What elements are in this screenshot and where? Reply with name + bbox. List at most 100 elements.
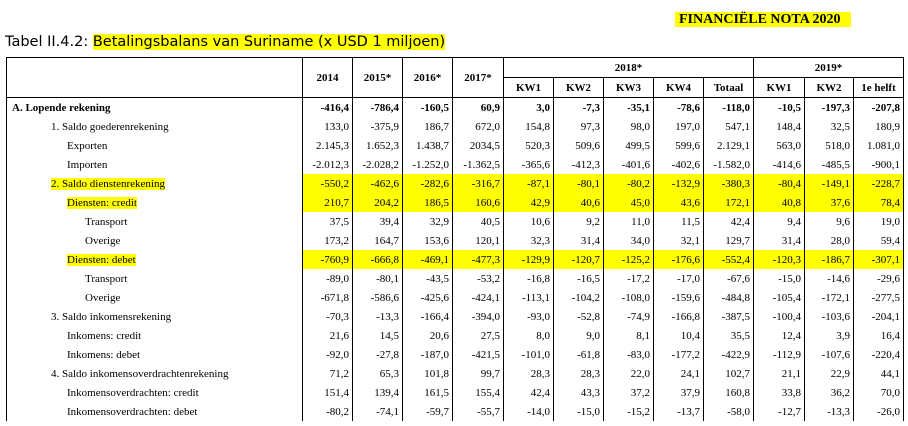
nota-title: FINANCIËLE NOTA 2020 (675, 12, 851, 27)
table-cell: -316,7 (452, 174, 504, 193)
row-label-text: 3. Saldo inkomensrekening (51, 310, 172, 323)
table-cell: 180,9 (853, 117, 904, 136)
table-cell: -1.362,5 (452, 155, 504, 174)
table-cell: -67,6 (703, 269, 754, 288)
table-cell: -207,8 (853, 97, 904, 117)
col-header-quarter: KW2 (553, 77, 604, 98)
table-cell: -104,2 (553, 288, 604, 307)
table-cell: 34,0 (603, 231, 654, 250)
col-header-quarter: KW4 (653, 77, 704, 98)
table-cell: 499,5 (603, 136, 654, 155)
table-cell: -61,8 (553, 345, 604, 364)
table-cell: 672,0 (452, 117, 504, 136)
table-cell: -277,5 (853, 288, 904, 307)
table-cell: 70,0 (853, 383, 904, 402)
table-cell: -552,4 (703, 250, 754, 269)
col-header-year: 2014 (302, 57, 353, 98)
table-cell: -13,3 (804, 402, 854, 421)
table-row: Inkomensoverdrachten: debet -80,2 -74,1 -59… (6, 402, 904, 421)
row-label: Diensten: credit (6, 193, 303, 212)
table-cell: 8,0 (503, 326, 554, 345)
table-cell: -1.582,0 (703, 155, 754, 174)
table-row: Inkomens: debet -92,0 -27,8 -187,0 -421,5 -10… (6, 345, 904, 364)
table-cell: 42,4 (703, 212, 754, 231)
table-cell: -7,3 (553, 97, 604, 117)
table-cell: 204,2 (352, 193, 403, 212)
table-cell: -2.028,2 (352, 155, 403, 174)
table-caption: Tabel II.4.2: Betalingsbalans van Surina… (5, 34, 446, 50)
row-label: Overige (6, 288, 303, 307)
table-cell: -166,8 (653, 307, 704, 326)
table-cell: -120,3 (753, 250, 805, 269)
table-cell: 43,3 (553, 383, 604, 402)
table-row: 1. Saldo goederenrekening 133,0 -375,9 186,… (6, 117, 904, 136)
table-cell: 9,0 (553, 326, 604, 345)
row-label: Inkomens: credit (6, 326, 303, 345)
row-label: 1. Saldo goederenrekening (6, 117, 303, 136)
row-label: Exporten (6, 136, 303, 155)
table-cell: 71,2 (302, 364, 353, 383)
table-cell: -80,2 (603, 174, 654, 193)
row-label: 3. Saldo inkomensrekening (6, 307, 303, 326)
table-cell: 45,0 (603, 193, 654, 212)
table-cell: -29,6 (853, 269, 904, 288)
row-label-text: Transport (85, 272, 128, 285)
table-cell: 148,4 (753, 117, 805, 136)
col-group-2019: 2019* (753, 57, 904, 78)
table-cell: -172,1 (804, 288, 854, 307)
table-cell: 59,4 (853, 231, 904, 250)
table-cell: -186,7 (804, 250, 854, 269)
table-cell: -129,9 (503, 250, 554, 269)
table-cell: -16,5 (553, 269, 604, 288)
table-cell: -112,9 (753, 345, 805, 364)
table-cell: -17,0 (653, 269, 704, 288)
table-cell: 10,6 (503, 212, 554, 231)
row-label: Inkomens: debet (6, 345, 303, 364)
table-cell: 40,8 (753, 193, 805, 212)
table-cell: -414,6 (753, 155, 805, 174)
table-cell: 172,1 (703, 193, 754, 212)
row-label-text: Overige (85, 291, 121, 304)
col-header-year: 2015* (352, 57, 403, 98)
table-cell: 186,5 (402, 193, 453, 212)
table-cell: 161,5 (402, 383, 453, 402)
table-cell: 133,0 (302, 117, 353, 136)
table-cell: -671,8 (302, 288, 353, 307)
table-cell: 154,8 (503, 117, 554, 136)
row-label-text: Diensten: credit (67, 196, 137, 209)
table-cell: 20,6 (402, 326, 453, 345)
table-cell: -15,0 (553, 402, 604, 421)
table-cell: 98,0 (603, 117, 654, 136)
table-cell: 37,9 (653, 383, 704, 402)
table-cell: -177,2 (653, 345, 704, 364)
table-cell: -74,1 (352, 402, 403, 421)
table-row: Inkomensoverdrachten: credit 151,4 139,4 16… (6, 383, 904, 402)
table-cell: -78,6 (653, 97, 704, 117)
table-cell: -187,0 (402, 345, 453, 364)
table-cell: -586,6 (352, 288, 403, 307)
table-row: 4. Saldo inkomensoverdrachtenrekening 71,… (6, 364, 904, 383)
table-cell: -13,3 (352, 307, 403, 326)
table-cell: -424,1 (452, 288, 504, 307)
row-label: A. Lopende rekening (6, 97, 303, 117)
table-row: Transport -89,0 -80,1 -43,5 -53,2 -16,8 -16,5-… (6, 269, 904, 288)
table-cell: 32,3 (503, 231, 554, 250)
col-header-quarter: KW1 (753, 77, 805, 98)
row-label: Inkomensoverdrachten: credit (6, 383, 303, 402)
table-cell: 33,8 (753, 383, 805, 402)
row-label-text: 1. Saldo goederenrekening (51, 120, 169, 133)
table-cell: -421,5 (452, 345, 504, 364)
table-cell: 2.145,3 (302, 136, 353, 155)
row-label: Inkomensoverdrachten: debet (6, 402, 303, 421)
table-cell: 22,0 (603, 364, 654, 383)
row-label: Importen (6, 155, 303, 174)
table-cell: -477,3 (452, 250, 504, 269)
table-cell: -469,1 (402, 250, 453, 269)
table-cell: 32,1 (653, 231, 704, 250)
table-cell: -89,0 (302, 269, 353, 288)
table-cell: 36,2 (804, 383, 854, 402)
table-cell: 164,7 (352, 231, 403, 250)
table-cell: -166,4 (402, 307, 453, 326)
table-cell: 101,8 (402, 364, 453, 383)
table-cell: -204,1 (853, 307, 904, 326)
